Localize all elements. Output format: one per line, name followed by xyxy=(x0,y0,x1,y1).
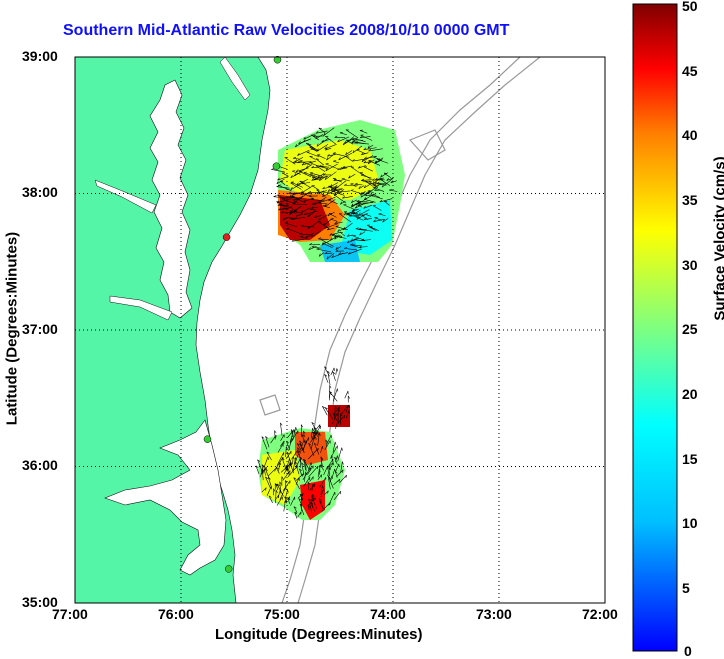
velocity-vectors xyxy=(255,127,398,519)
x-tick-label: 77:00 xyxy=(52,606,88,622)
bathymetry-contours xyxy=(259,57,541,603)
y-axis-label: Latitude (Degrees:Minutes) xyxy=(3,231,21,426)
colorbar-tick-label: 5 xyxy=(682,580,690,596)
grid-lines xyxy=(75,57,605,603)
y-tick-label: 35:00 xyxy=(22,594,58,610)
colorbar-tick-label: 0 xyxy=(684,643,692,659)
station-marker xyxy=(272,162,281,170)
y-tick-label: 38:00 xyxy=(22,184,58,200)
delaware-bay xyxy=(219,57,251,101)
colorbar-tick-label: 20 xyxy=(682,386,698,402)
x-tick-label: 72:00 xyxy=(582,606,618,622)
station-marker xyxy=(203,435,212,443)
x-tick-label: 73:00 xyxy=(476,606,512,622)
station-marker xyxy=(273,55,282,64)
x-tick-label: 75:00 xyxy=(264,606,300,622)
colorbar-tick-label: 50 xyxy=(682,0,698,14)
colorbar-tick-label: 25 xyxy=(682,321,698,337)
colorbar-tick-label: 30 xyxy=(682,257,698,273)
x-tick-label: 74:00 xyxy=(370,606,406,622)
colorbar-tick-label: 40 xyxy=(682,127,698,143)
station-marker xyxy=(224,565,233,573)
colorbar-tick-label: 15 xyxy=(682,451,698,467)
plot-frame xyxy=(74,56,606,604)
pamlico-sound xyxy=(104,419,227,576)
y-tick-label: 39:00 xyxy=(22,48,58,64)
james-river xyxy=(109,295,173,321)
potomac-river xyxy=(94,179,157,214)
map-title: Southern Mid-Atlantic Raw Velocities 200… xyxy=(63,22,510,39)
colorbar-tick-label: 35 xyxy=(682,192,698,208)
y-tick-label: 37:00 xyxy=(22,321,58,337)
colorbar xyxy=(632,3,678,652)
colorbar-tick-label: 10 xyxy=(682,515,698,531)
x-tick-label: 76:00 xyxy=(158,606,194,622)
colorbar-label: Surface Velocity (cm/s) xyxy=(711,156,724,321)
x-axis-label: Longitude (Degrees:Minutes) xyxy=(215,626,423,643)
station-marker xyxy=(222,233,231,241)
y-tick-label: 36:00 xyxy=(22,457,58,473)
station-markers xyxy=(203,55,282,573)
colorbar-tick-label: 45 xyxy=(682,63,698,79)
